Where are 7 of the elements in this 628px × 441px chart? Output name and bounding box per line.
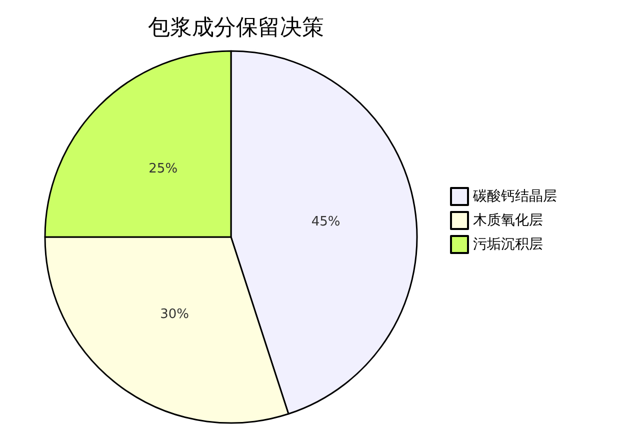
data-label: 45% xyxy=(311,214,340,230)
data-label: 25% xyxy=(148,162,178,177)
chart-title: 包浆成分保留决策 xyxy=(148,16,324,40)
legend-label: 污垢沉积层 xyxy=(473,236,543,252)
legend-label: 碳酸钙结晶层 xyxy=(472,188,557,204)
legend-label: 木质氧化层 xyxy=(473,212,543,228)
data-label: 30% xyxy=(160,307,190,322)
